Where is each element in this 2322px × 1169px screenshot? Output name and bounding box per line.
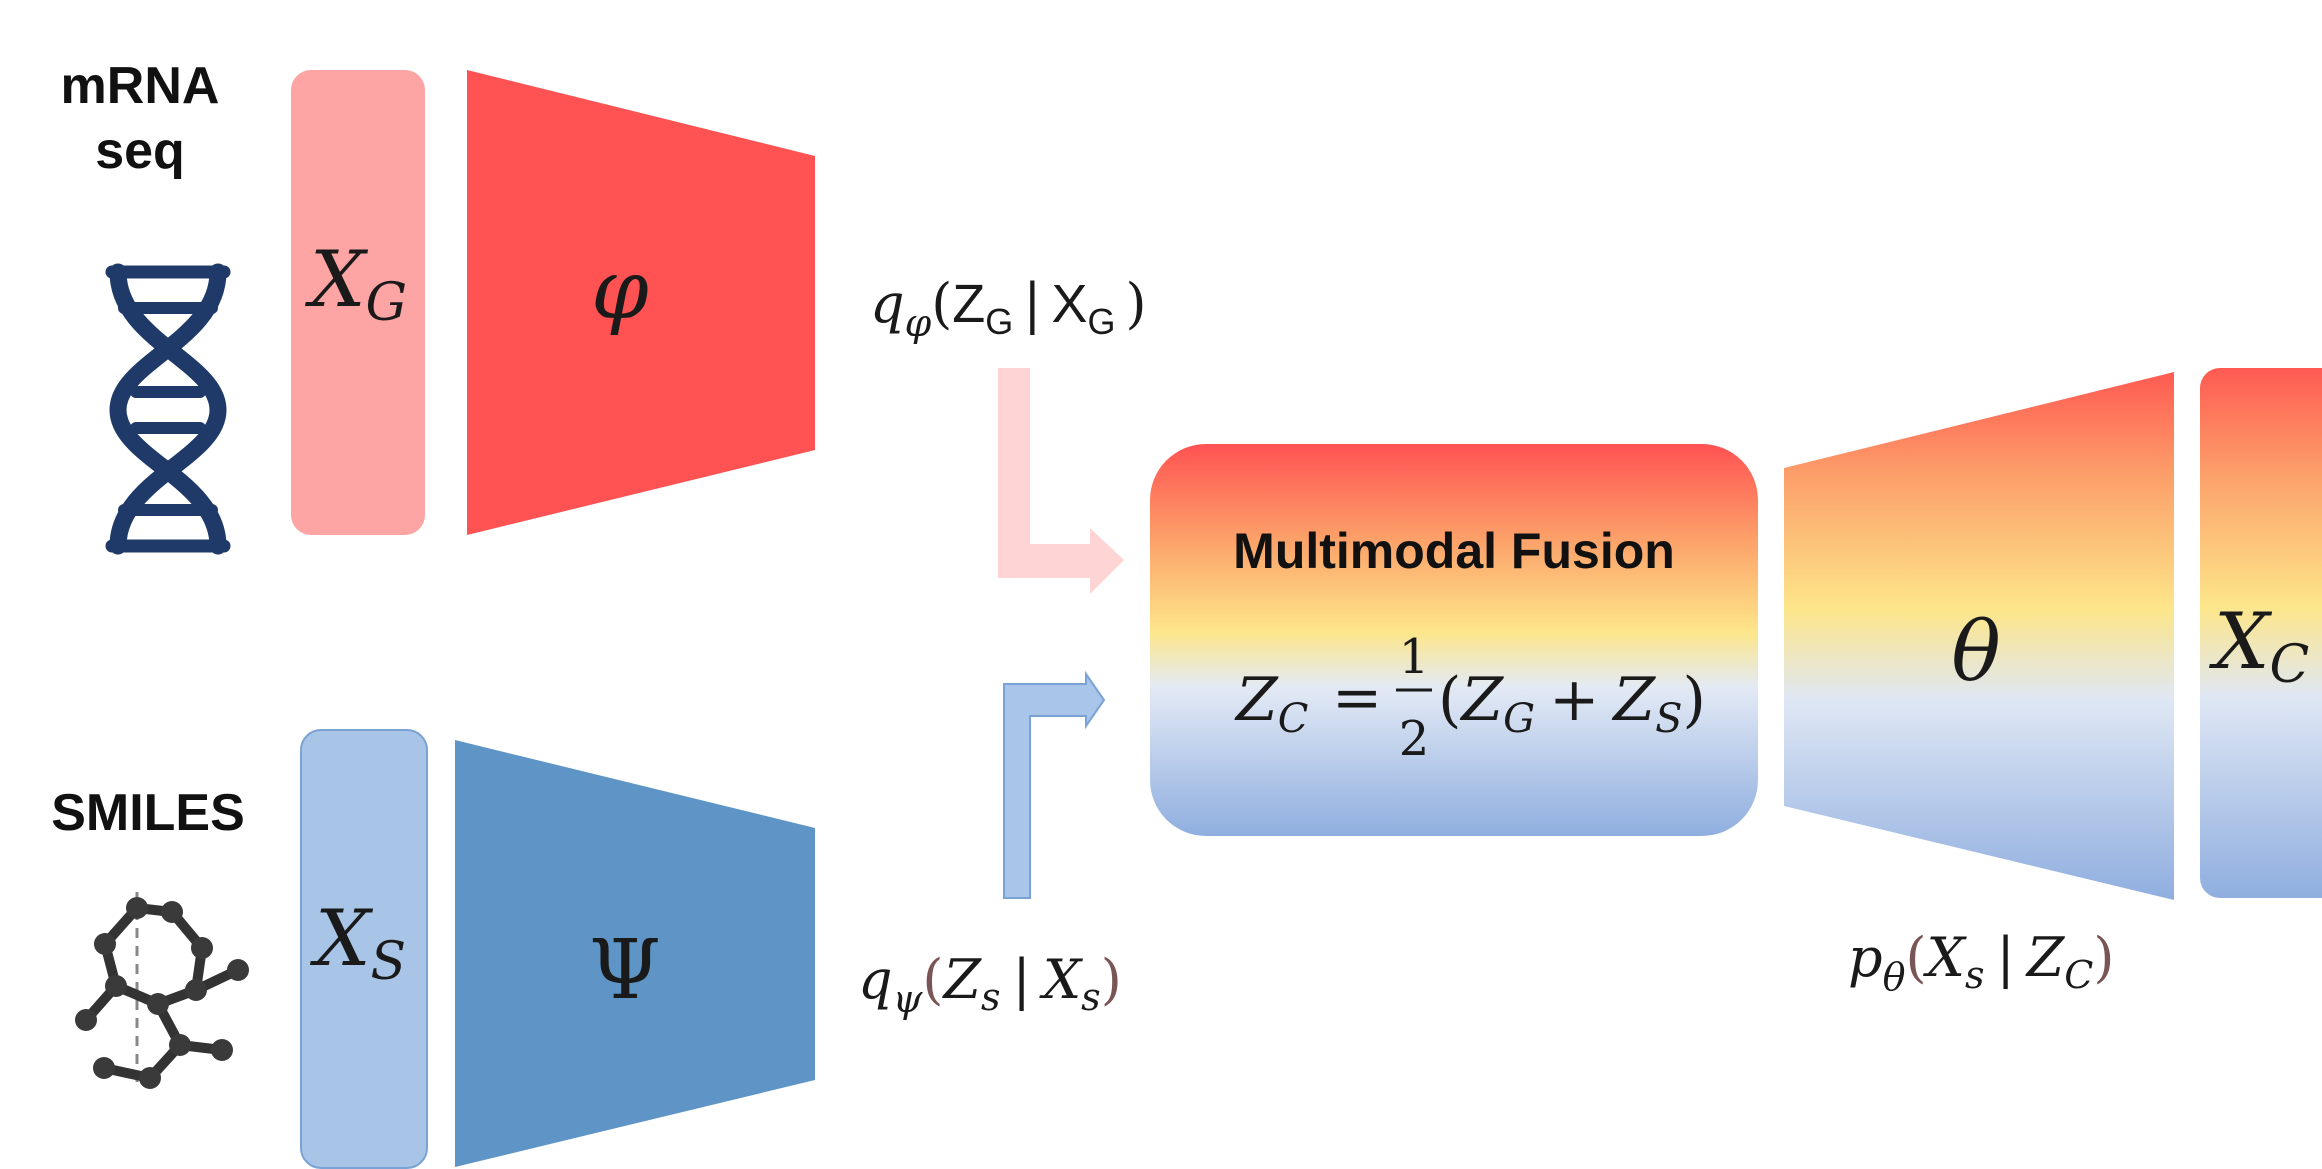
smiles-label: SMILES xyxy=(51,784,245,842)
svg-text:2: 2 xyxy=(1399,711,1430,767)
mrna-label-line1: mRNA xyxy=(61,57,220,115)
xs-symbol: XS xyxy=(309,894,406,992)
p-theta-label: pθ(Xs | ZC) xyxy=(1848,926,2114,999)
xg-symbol: XG xyxy=(304,235,407,333)
psi-symbol: Ψ xyxy=(589,923,661,1018)
mrna-label-line2: seq xyxy=(95,122,185,180)
phi-symbol: φ xyxy=(591,243,649,338)
red-arrow xyxy=(998,368,1124,594)
xc-symbol: XC xyxy=(2208,597,2309,695)
xg-input-box xyxy=(291,70,425,535)
xs-input-box xyxy=(300,729,428,1169)
svg-text:(ZG+ZS): (ZG + ZS) xyxy=(1438,665,1706,742)
svg-text:1: 1 xyxy=(1399,629,1430,685)
fusion-equation: ZC = 1 2 (ZG + ZS) xyxy=(1234,629,1706,767)
phi-encoder xyxy=(467,70,815,535)
xc-output-box xyxy=(2200,368,2322,898)
q-phi-label: qφ(ZG | XG) xyxy=(870,272,1147,345)
theta-symbol: θ xyxy=(1951,605,2000,700)
theta-decoder xyxy=(1784,372,2174,900)
molecule-icon xyxy=(75,892,249,1090)
fusion-title: Multimodal Fusion xyxy=(1233,523,1675,579)
dna-icon xyxy=(105,263,231,555)
psi-encoder xyxy=(455,740,815,1167)
q-psi-label: qψ(Zs | Xs) xyxy=(858,948,1122,1021)
svg-text:ZC: ZC xyxy=(1234,665,1308,742)
svg-text:=: = xyxy=(1332,663,1382,733)
blue-arrow-shape xyxy=(1003,670,1106,899)
multimodal-fusion-block xyxy=(1150,444,1758,836)
